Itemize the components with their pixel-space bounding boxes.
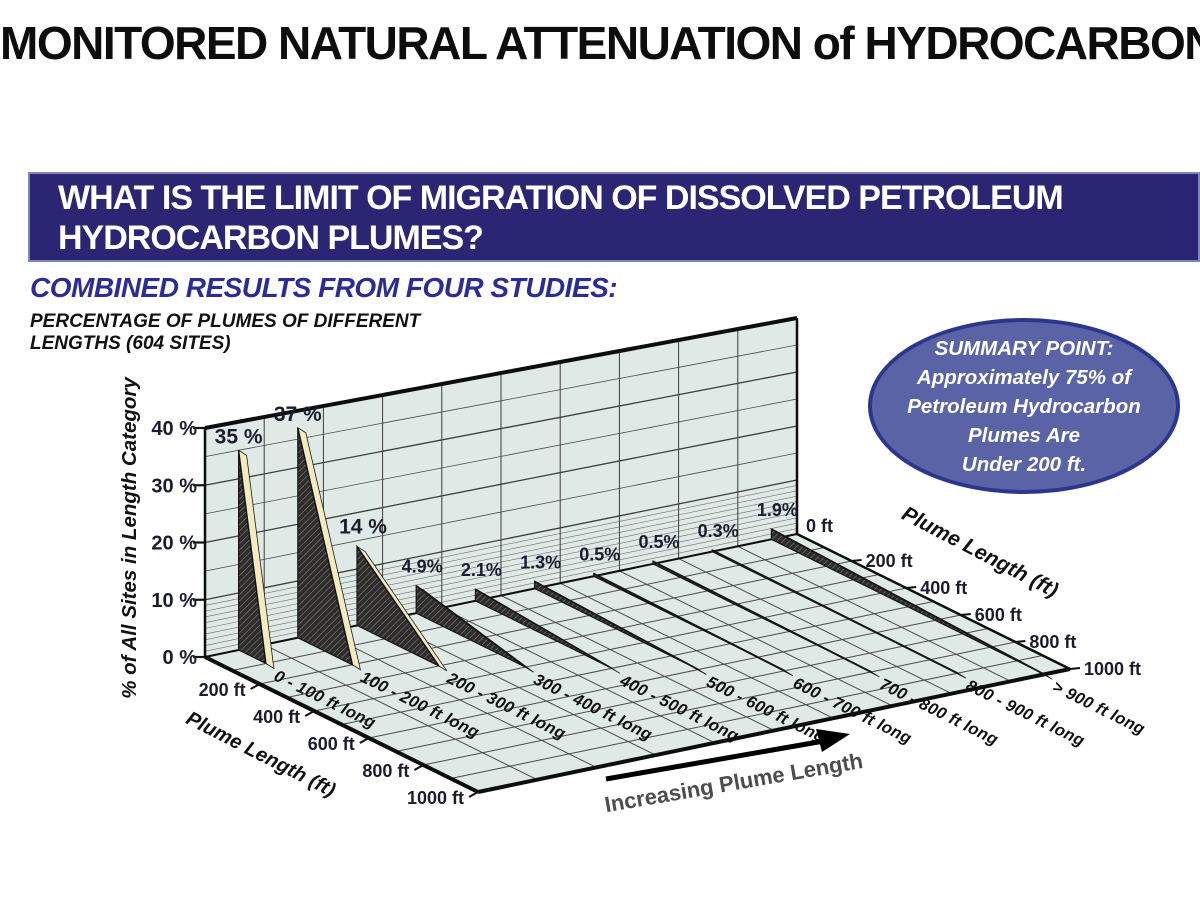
slide-title: MONITORED NATURAL ATTENUATION of HYDROCA… <box>0 17 1200 69</box>
question-banner: WHAT IS THE LIMIT OF MIGRATION OF DISSOL… <box>28 172 1200 262</box>
bar-fin <box>415 584 534 673</box>
floor-category-gridline <box>323 631 597 768</box>
bar-ridge-edge <box>711 549 959 674</box>
bar-ridge-edge <box>534 580 699 671</box>
floor-category-gridline <box>737 545 1012 682</box>
bar-ridge-edge <box>593 572 786 672</box>
bar-ridge-edge <box>771 528 1045 675</box>
bar-value-label: 0.5% <box>638 532 679 552</box>
depth-tick-right <box>1015 640 1026 643</box>
depth-tick-right <box>851 559 862 562</box>
depth-tick-label-right: 800 ft <box>1029 632 1076 652</box>
bar-value-label: 1.9% <box>757 500 798 520</box>
increasing-plume-arrow <box>605 729 850 782</box>
chart-subtitle-line1: PERCENTAGE OF PLUMES OF DIFFERENT <box>30 311 421 332</box>
bar-value-label: 35 % <box>215 425 263 448</box>
question-banner-line2: HYDROCARBON PLUMES? <box>58 219 484 257</box>
y-axis-tick-label: 0 % <box>163 647 198 669</box>
floor-category-gridline <box>441 607 716 744</box>
bar-fin <box>474 588 621 674</box>
bar-fin <box>652 560 880 678</box>
bar-ridge-edge <box>297 427 354 665</box>
bar-value-label: 2.1% <box>461 560 502 580</box>
chart-subtitle: PERCENTAGE OF PLUMES OF DIFFERENT LENGTH… <box>30 311 420 355</box>
bar-ridge-edge <box>356 546 440 667</box>
floor-category-gridline <box>678 558 952 695</box>
arrow-head <box>816 729 850 752</box>
floor-front-edge <box>477 667 1071 794</box>
depth-tick-label-left: 400 ft <box>253 707 300 727</box>
depth-tick-label-right: 200 ft <box>866 551 913 571</box>
bar-value-label: 37 % <box>274 403 322 426</box>
summary-callout: SUMMARY POINT: Approximately 75% of Petr… <box>868 318 1180 494</box>
floor-right-edge <box>796 532 1071 671</box>
depth-tick-label-left: 200 ft <box>199 680 246 700</box>
summary-line: Under 200 ft. <box>961 452 1087 476</box>
bar-fin <box>593 572 794 677</box>
depth-tick-right <box>1069 667 1081 670</box>
floor-left-edge <box>204 655 479 794</box>
wall-top-edge <box>204 316 798 430</box>
bar-ridge-edge <box>415 585 526 668</box>
y-axis-title: % of All Sites in Length Category <box>118 376 141 699</box>
bar-value-label: 4.9% <box>402 557 443 577</box>
summary-line: SUMMARY POINT: <box>934 336 1114 360</box>
bar-value-label: 14 % <box>339 515 387 538</box>
depth-tick-label-right: 0 ft <box>806 516 833 536</box>
depth-tick-left <box>304 710 315 717</box>
floor-category-gridline <box>559 582 834 719</box>
floor-category-gridline <box>382 619 656 756</box>
depth-tick-label-left: 1000 ft <box>407 788 464 808</box>
floor-category-gridline <box>263 644 538 781</box>
combined-results-heading: COMBINED RESULTS FROM FOUR STUDIES: <box>30 272 618 303</box>
depth-tick-left <box>468 791 479 798</box>
floor-category-gridline <box>500 595 775 731</box>
bar-ridge-edge <box>237 450 267 664</box>
bar-ridge-edge <box>475 588 613 669</box>
bar-value-label: 0.5% <box>579 544 620 564</box>
depth-tick-left <box>250 683 261 690</box>
floor-category-gridline <box>619 570 893 707</box>
bar-fin <box>711 549 967 679</box>
depth-tick-label-right: 1000 ft <box>1084 659 1141 679</box>
bar-fin <box>356 544 448 672</box>
depth-tick-label-right: 400 ft <box>920 578 967 598</box>
bar-fin <box>533 580 707 675</box>
summary-line: Petroleum Hydrocarbon <box>907 394 1141 418</box>
depth-tick-label-left: 600 ft <box>308 734 355 754</box>
depth-tick-right <box>960 613 971 616</box>
depth-tick-right <box>906 586 917 589</box>
bar-value-label: 1.3% <box>520 552 561 572</box>
bar-fin <box>770 528 1053 680</box>
depth-tick-label-left: 800 ft <box>362 761 409 781</box>
bar-fin <box>297 426 362 671</box>
bar-value-label: 0.3% <box>698 521 739 541</box>
y-axis-tick-label: 20 % <box>151 533 197 555</box>
y-axis-tick-label: 40 % <box>151 418 197 440</box>
chart-subtitle-line2: LENGTHS (604 SITES) <box>30 333 231 354</box>
bar-fin <box>237 449 275 670</box>
depth-tick-left <box>413 764 424 771</box>
summary-line: Approximately 75% of <box>916 365 1132 389</box>
y-axis-tick-label: 10 % <box>151 590 197 612</box>
y-axis-tick-label: 30 % <box>151 475 197 497</box>
question-banner-line1: WHAT IS THE LIMIT OF MIGRATION OF DISSOL… <box>58 179 1064 217</box>
depth-tick-label-right: 600 ft <box>975 605 1022 625</box>
depth-tick-left <box>359 737 370 744</box>
summary-line: Plumes Are <box>967 423 1081 447</box>
bar-ridge-edge <box>652 560 872 673</box>
